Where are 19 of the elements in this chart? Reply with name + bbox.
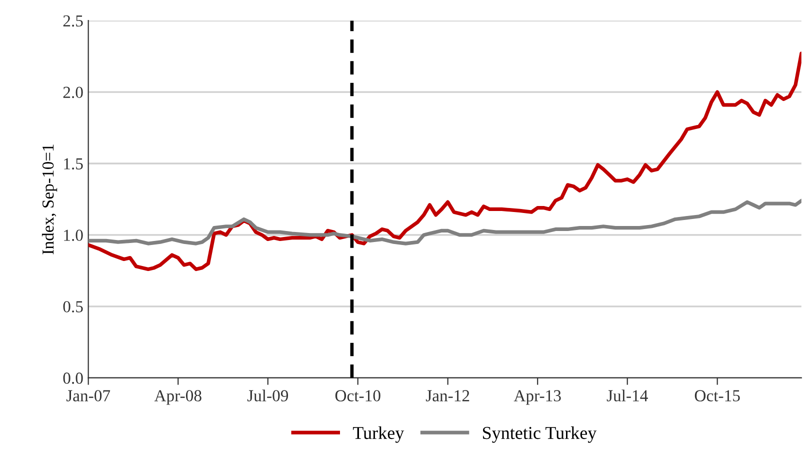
y-tick-label: 1.0 (64, 230, 83, 241)
x-tick-label: Oct-15 (694, 390, 740, 402)
legend-label: Turkey (352, 426, 404, 443)
y-tick-label: 0.5 (63, 301, 83, 312)
x-tick-label: Jan-07 (66, 390, 110, 402)
x-tick-label: Apr-08 (154, 390, 202, 405)
y-tick-label: 1.5 (64, 158, 83, 170)
x-tick-label: Jan-12 (426, 390, 470, 402)
y-tick-label: 2.5 (63, 15, 83, 27)
legend-label: Syntetic Turkey (482, 426, 597, 443)
y-axis-title: Index, Sep-10=1 (42, 144, 58, 254)
line-series (88, 198, 802, 246)
x-tick-label: Oct-10 (335, 390, 380, 402)
x-tick-label: Apr-13 (514, 390, 561, 405)
y-tick-label: 0.0 (63, 372, 83, 384)
x-tick-label: Jul-09 (247, 390, 288, 402)
x-tick-label: Jul-14 (606, 390, 648, 402)
y-tick-label: 2.0 (63, 86, 83, 98)
line-series (88, 52, 802, 272)
